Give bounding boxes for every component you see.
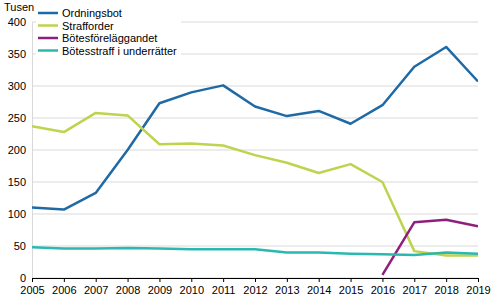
legend-label: Bötesstraff i underrätter — [62, 45, 177, 57]
y-tick-label: 100 — [8, 208, 26, 220]
grid-line — [32, 182, 478, 183]
x-tick-mark — [96, 278, 97, 282]
x-tick: 2005 — [20, 278, 44, 296]
x-tick: 2011 — [212, 278, 236, 296]
y-axis-line — [32, 23, 33, 279]
x-tick-mark — [351, 278, 352, 282]
x-tick-label: 2013 — [275, 284, 299, 296]
y-tick: 100 — [8, 208, 32, 220]
x-tick-label: 2019 — [466, 284, 490, 296]
series-line — [382, 220, 478, 275]
x-tick-label: 2012 — [243, 284, 267, 296]
y-tick: 400 — [8, 16, 32, 28]
x-tick: 2015 — [339, 278, 363, 296]
x-tick: 2007 — [84, 278, 108, 296]
legend: OrdningsbotStrafforderBötesföreläggandet… — [36, 6, 181, 58]
grid — [32, 22, 478, 278]
chart: 0 50 100 150 200 250 300 350 400 2005 2006 2007 2008… — [0, 0, 491, 302]
grid-line — [32, 86, 478, 87]
x-tick-label: 2008 — [116, 284, 140, 296]
grid-line — [32, 214, 478, 215]
x-tick-mark — [191, 278, 192, 282]
y-tick: 350 — [8, 48, 32, 60]
series-line — [32, 247, 478, 255]
y-tick: 250 — [8, 112, 32, 124]
x-tick: 2019 — [466, 278, 490, 296]
grid-line — [32, 150, 478, 151]
x-tick-mark — [446, 278, 447, 282]
y-tick: 50 — [14, 240, 32, 252]
x-tick-mark — [478, 278, 479, 282]
x-tick: 2017 — [403, 278, 427, 296]
x-tick-label: 2011 — [212, 284, 236, 296]
y-axis: 0 50 100 150 200 250 300 350 400 — [8, 16, 33, 284]
x-tick-mark — [223, 278, 224, 282]
x-tick-mark — [159, 278, 160, 282]
x-tick-label: 2006 — [52, 284, 76, 296]
x-tick-label: 2015 — [339, 284, 363, 296]
x-tick: 2010 — [180, 278, 204, 296]
x-tick: 2014 — [307, 278, 331, 296]
y-tick: 150 — [8, 176, 32, 188]
x-tick-label: 2016 — [371, 284, 395, 296]
y-tick-label: 50 — [14, 240, 26, 252]
x-tick-label: 2010 — [180, 284, 204, 296]
x-tick: 2018 — [434, 278, 458, 296]
legend-label: Ordningsbot — [62, 7, 122, 19]
x-axis: 2005 2006 2007 2008 2009 2010 2011 2012 2013 2014… — [20, 278, 490, 296]
y-tick-label: 150 — [8, 176, 26, 188]
legend-label: Bötesföreläggandet — [62, 32, 157, 44]
legend-background — [36, 6, 181, 58]
x-tick: 2016 — [371, 278, 395, 296]
y-tick-label: 400 — [8, 16, 26, 28]
x-tick-mark — [319, 278, 320, 282]
series-line — [32, 113, 478, 256]
x-tick-mark — [128, 278, 129, 282]
legend-swatch — [38, 37, 58, 40]
series-line — [32, 47, 478, 210]
x-tick-mark — [287, 278, 288, 282]
y-tick-label: 0 — [20, 272, 26, 284]
x-tick-label: 2017 — [403, 284, 427, 296]
x-tick-mark — [32, 278, 33, 282]
x-tick-mark — [414, 278, 415, 282]
y-tick-label: 300 — [8, 80, 26, 92]
x-tick: 2006 — [52, 278, 76, 296]
x-tick: 2009 — [148, 278, 172, 296]
y-tick: 0 — [20, 272, 32, 284]
y-tick: 200 — [8, 144, 32, 156]
y-tick-label: 250 — [8, 112, 26, 124]
y-tick: 300 — [8, 80, 32, 92]
x-tick-label: 2007 — [84, 284, 108, 296]
legend-swatch — [38, 49, 58, 52]
x-tick-label: 2005 — [20, 284, 44, 296]
legend-swatch — [38, 24, 58, 27]
x-tick: 2013 — [275, 278, 299, 296]
lines — [32, 47, 478, 275]
x-axis-line — [33, 279, 479, 283]
legend-swatch — [38, 12, 58, 15]
y-tick-label: 350 — [8, 48, 26, 60]
x-tick-label: 2014 — [307, 284, 331, 296]
x-tick: 2012 — [243, 278, 267, 296]
x-tick-mark — [382, 278, 383, 282]
x-tick-label: 2009 — [148, 284, 172, 296]
x-tick-mark — [64, 278, 65, 282]
y-tick-label: 200 — [8, 144, 26, 156]
x-tick: 2008 — [116, 278, 140, 296]
grid-line — [32, 118, 478, 119]
x-tick-mark — [255, 278, 256, 282]
legend-label: Strafforder — [62, 20, 114, 32]
y-axis-title: Tusen — [4, 1, 34, 13]
x-tick-label: 2018 — [434, 284, 458, 296]
